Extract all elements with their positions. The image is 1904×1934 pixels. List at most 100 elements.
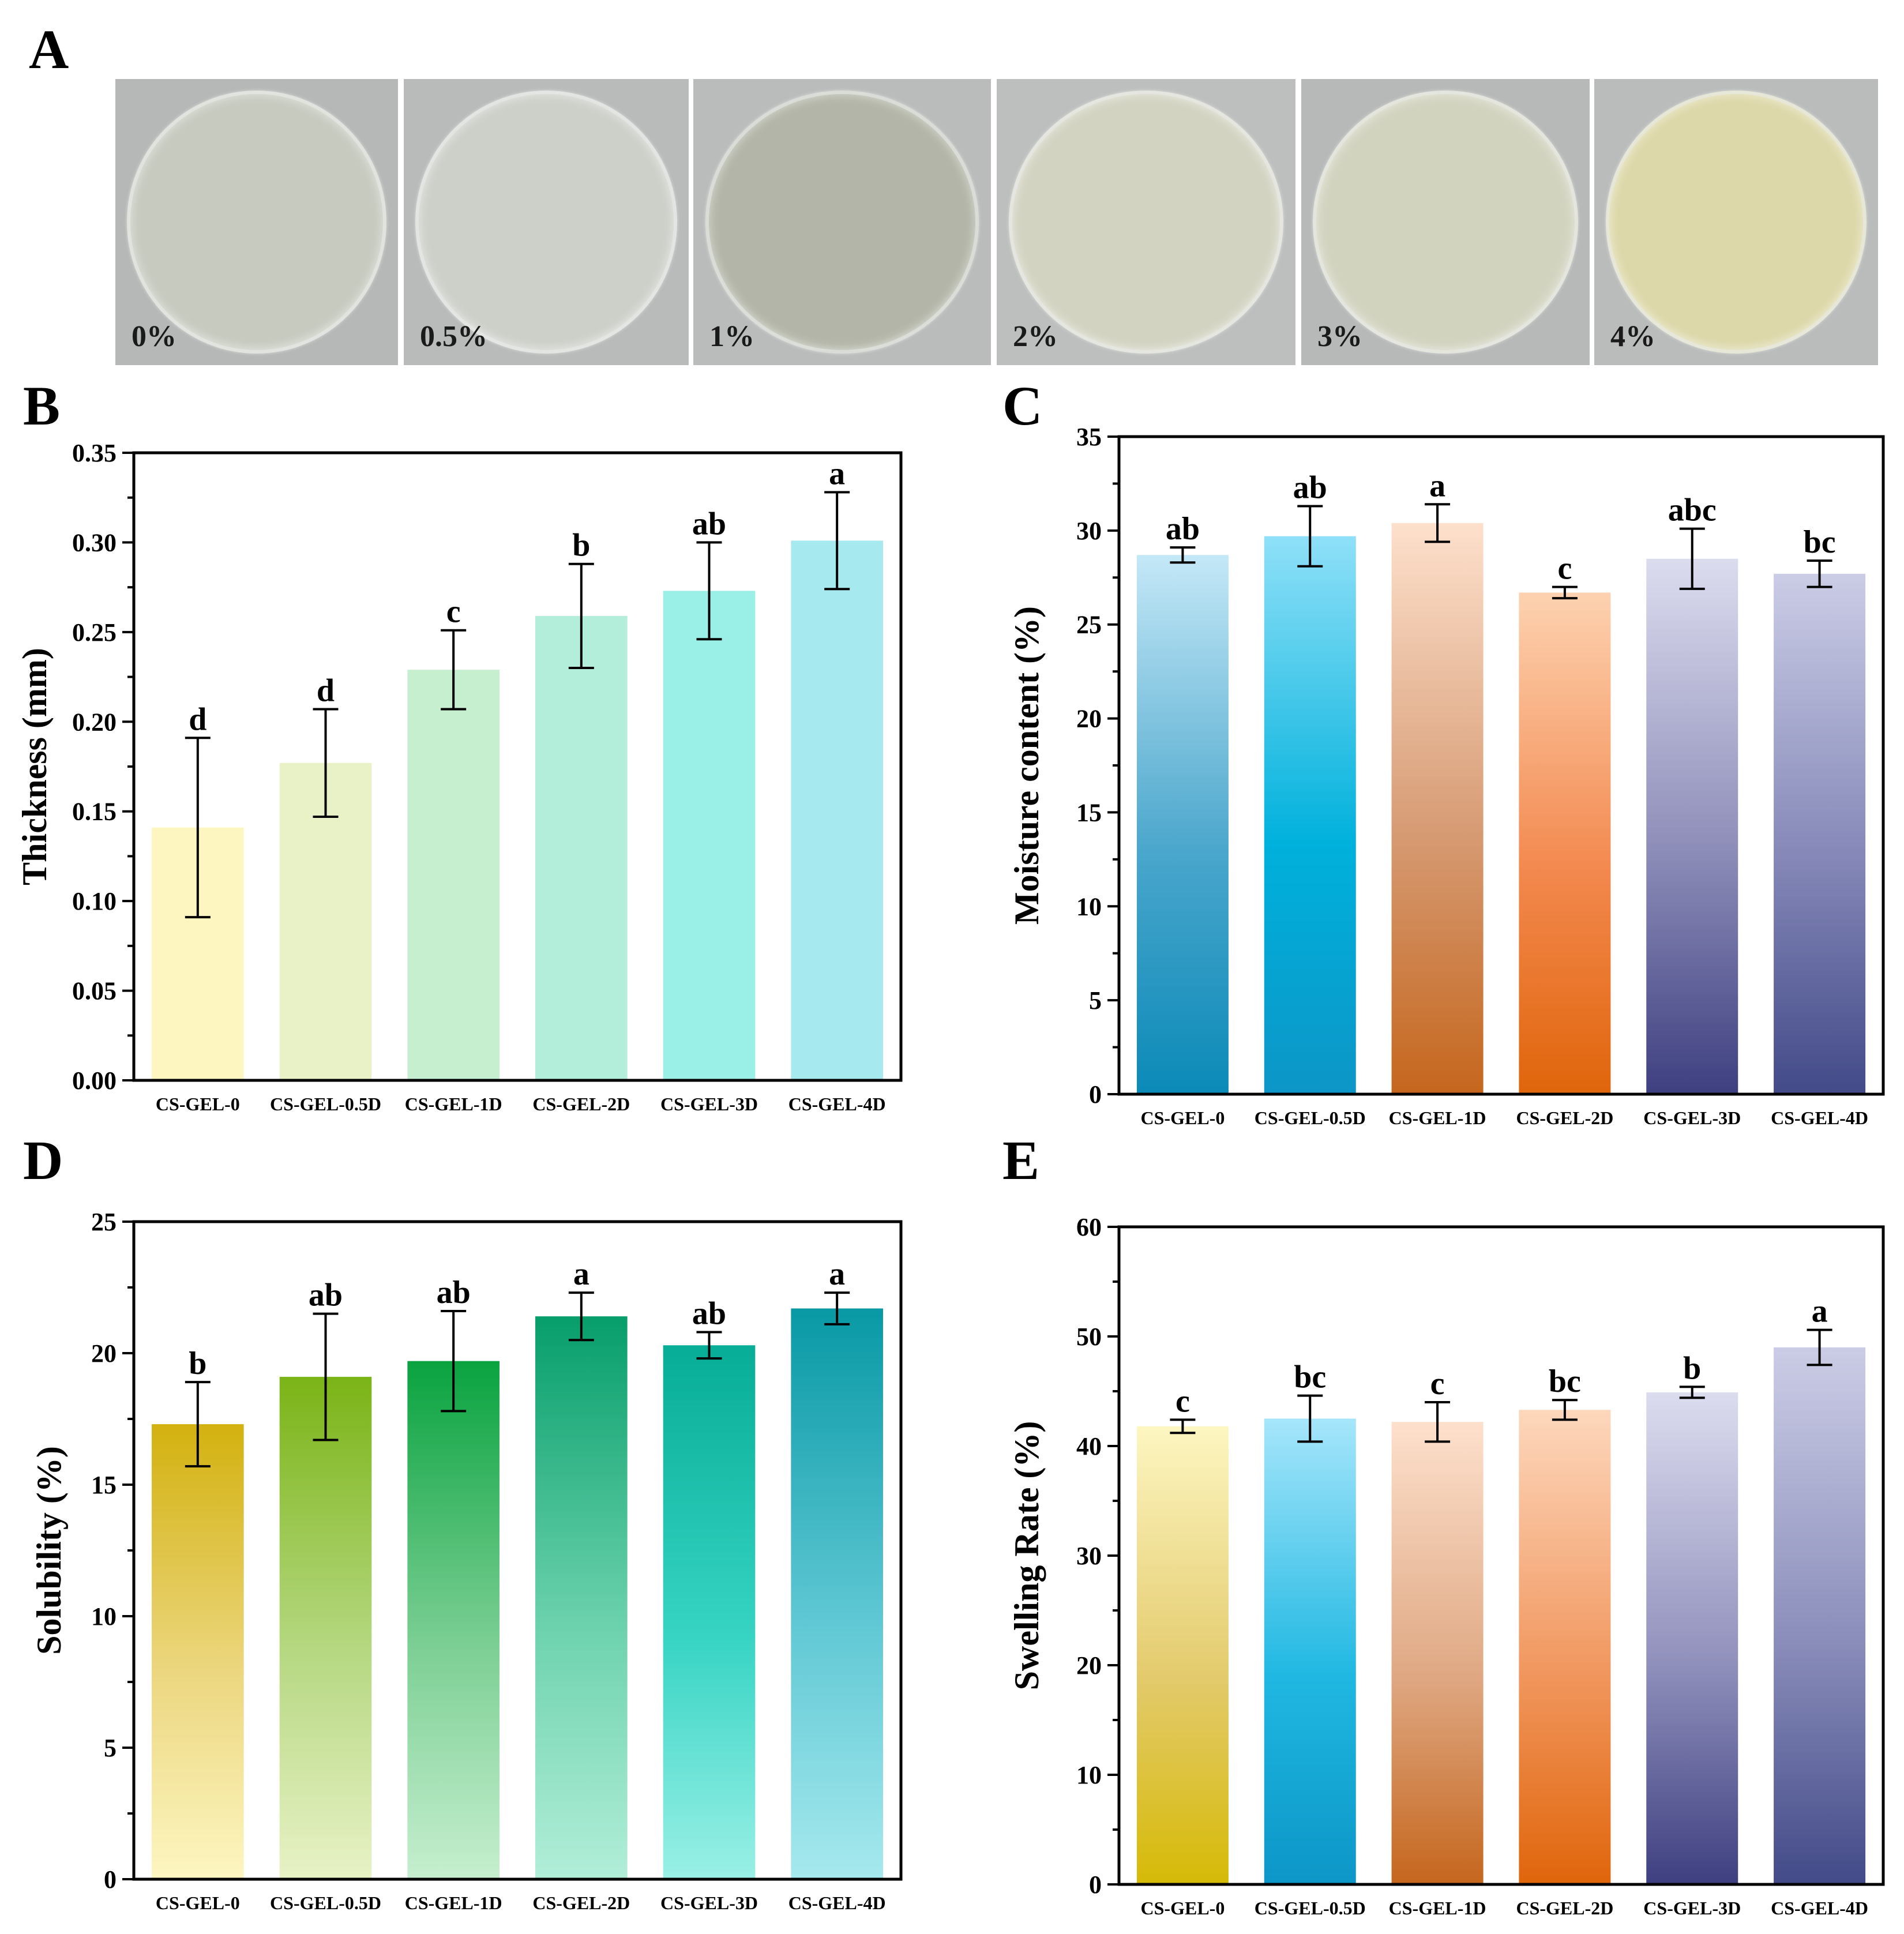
category-label: CS-GEL-1D	[405, 1094, 502, 1114]
concentration-label: 2%	[1013, 320, 1058, 353]
significance-letter: ab	[437, 1275, 471, 1310]
concentration-label: 3%	[1317, 320, 1362, 353]
category-label: CS-GEL-1D	[1389, 1107, 1486, 1128]
film-disc	[1313, 90, 1578, 354]
y-tick-label: 15	[91, 1471, 117, 1499]
category-label: CS-GEL-4D	[788, 1892, 886, 1913]
plot-frame	[1117, 1225, 1885, 1886]
significance-letter: a	[573, 1256, 589, 1292]
y-tick-label: 20	[1076, 1651, 1102, 1680]
bar	[1774, 573, 1866, 1094]
y-tick-label: 60	[1076, 1213, 1102, 1241]
bar	[1136, 555, 1229, 1094]
concentration-label: 1%	[709, 320, 754, 353]
bar	[1646, 558, 1738, 1094]
film-disc	[1008, 90, 1284, 354]
y-tick-label: 0.20	[72, 708, 117, 736]
category-label: CS-GEL-0.5D	[270, 1094, 381, 1114]
panel-letter-d: D	[23, 1129, 63, 1191]
y-tick-label: 50	[1076, 1323, 1102, 1351]
y-tick-label: 0.15	[72, 798, 117, 826]
category-label: CS-GEL-1D	[1389, 1898, 1486, 1918]
y-tick-label: 0.25	[72, 618, 117, 647]
significance-letter: ab	[1293, 470, 1327, 506]
bar	[663, 591, 756, 1080]
y-tick-label: 0	[104, 1865, 117, 1894]
significance-letter: c	[1176, 1383, 1190, 1419]
category-label: CS-GEL-2D	[532, 1094, 630, 1114]
chart-panel-d: b CS-GEL-0 ab CS-GEL-0.5D ab CS-GEL-1D a CS-GEL…	[30, 1208, 903, 1913]
panel-letter-a: A	[29, 18, 69, 80]
film-photo: 0.5%	[404, 79, 689, 365]
significance-letter: d	[189, 701, 206, 737]
significance-letter: b	[189, 1346, 206, 1381]
y-tick-label: 0.30	[72, 528, 117, 557]
significance-letter: bc	[1804, 524, 1836, 560]
chart-panel-e: c CS-GEL-0 bc CS-GEL-0.5D c CS-GEL-1D bc CS-GEL…	[1008, 1213, 1885, 1918]
y-tick-label: 10	[1076, 892, 1102, 921]
category-label: CS-GEL-3D	[1643, 1898, 1741, 1918]
significance-letter: ab	[692, 506, 726, 542]
y-tick-label: 5	[1089, 986, 1102, 1015]
bar	[152, 1424, 244, 1879]
film-disc	[705, 90, 979, 354]
significance-letter: ab	[692, 1296, 726, 1332]
y-tick-label: 0.00	[72, 1066, 117, 1095]
y-tick-label: 30	[1076, 517, 1102, 545]
category-label: CS-GEL-2D	[1516, 1898, 1613, 1918]
bar	[791, 540, 883, 1080]
significance-letter: abc	[1668, 493, 1717, 528]
y-tick-label: 25	[91, 1208, 117, 1236]
significance-letter: a	[829, 456, 845, 491]
bar	[791, 1308, 883, 1879]
significance-letter: d	[317, 673, 335, 709]
significance-letter: b	[1683, 1350, 1701, 1386]
chart-panel-c: ab CS-GEL-0 ab CS-GEL-0.5D a CS-GEL-1D c CS-GEL…	[1008, 423, 1885, 1128]
y-tick-label: 40	[1076, 1432, 1102, 1460]
bar	[407, 670, 500, 1080]
bar	[407, 1361, 500, 1879]
significance-letter: a	[1429, 468, 1445, 504]
category-label: CS-GEL-1D	[405, 1892, 502, 1913]
bar	[1391, 1422, 1484, 1884]
film-photo: 0%	[115, 79, 398, 365]
panel-letter-c: C	[1002, 375, 1043, 437]
significance-letter: ab	[309, 1278, 343, 1313]
film-disc	[126, 90, 387, 354]
y-tick-label: 25	[1076, 611, 1102, 639]
bar	[535, 1316, 628, 1879]
category-label: CS-GEL-4D	[788, 1094, 886, 1114]
y-tick-label: 20	[91, 1339, 117, 1368]
bar	[1774, 1347, 1866, 1884]
bar	[1264, 1418, 1356, 1884]
category-label: CS-GEL-0	[156, 1094, 240, 1114]
significance-letter: c	[1557, 551, 1572, 587]
significance-letter: b	[572, 528, 590, 564]
film-photo: 4%	[1594, 79, 1878, 365]
film-disc	[415, 90, 678, 354]
concentration-label: 0.5%	[420, 320, 487, 353]
bar	[1136, 1426, 1229, 1884]
y-tick-label: 0.35	[72, 439, 117, 467]
bar	[535, 615, 628, 1080]
significance-letter: c	[446, 594, 461, 630]
significance-letter: ab	[1166, 511, 1200, 547]
bar	[663, 1345, 756, 1879]
category-label: CS-GEL-0.5D	[1255, 1898, 1366, 1918]
category-label: CS-GEL-4D	[1771, 1107, 1868, 1128]
bar	[1519, 592, 1611, 1094]
category-label: CS-GEL-0	[156, 1892, 240, 1913]
significance-letter: bc	[1549, 1364, 1581, 1399]
significance-letter: c	[1430, 1366, 1445, 1402]
y-tick-label: 35	[1076, 423, 1102, 451]
panel-letter-e: E	[1002, 1129, 1040, 1191]
bar	[1391, 523, 1484, 1094]
y-axis-label: Swelling Rate (%)	[1008, 1421, 1046, 1691]
film-disc	[1605, 90, 1867, 354]
y-tick-label: 20	[1076, 705, 1102, 733]
film-photo: 3%	[1301, 79, 1590, 365]
category-label: CS-GEL-3D	[1643, 1107, 1741, 1128]
y-tick-label: 10	[1076, 1761, 1102, 1789]
bar	[1264, 536, 1356, 1094]
film-photo: 1%	[693, 79, 991, 365]
